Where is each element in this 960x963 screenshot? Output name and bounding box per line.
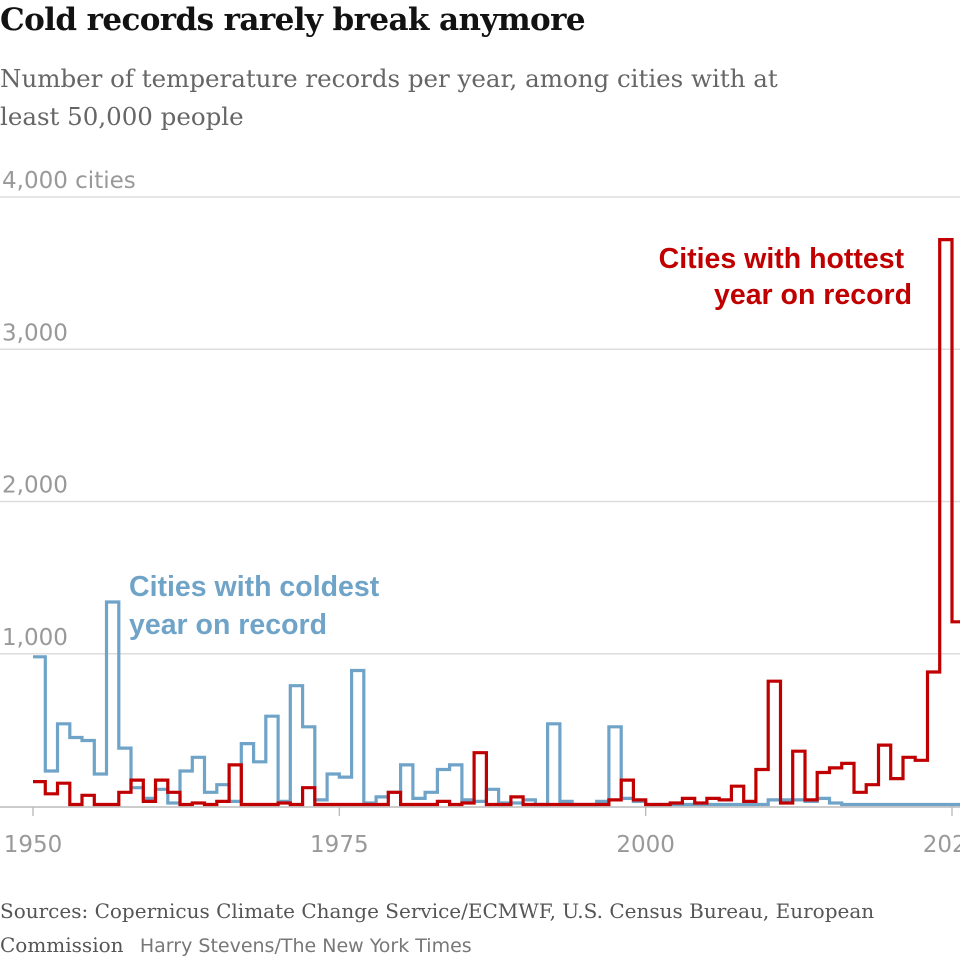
x-tick-label: 1975 bbox=[310, 832, 369, 858]
y-tick-label: 2,000 bbox=[2, 473, 68, 499]
x-tick-label: 1950 bbox=[4, 832, 63, 858]
y-tick-label: 3,000 bbox=[2, 320, 68, 346]
x-axis-ticks: 1950 1975 2000 2025 bbox=[4, 807, 960, 858]
cold-series-label: Cities with coldest year on record bbox=[129, 571, 387, 641]
chart-title: Cold records rarely break anymore bbox=[0, 2, 586, 38]
cold-series-label-line1: Cities with coldest bbox=[129, 571, 380, 603]
sources-note: Sources: Copernicus Climate Change Servi… bbox=[0, 894, 920, 963]
y-tick-label: 1,000 bbox=[2, 625, 68, 651]
sources-text: Sources: Copernicus Climate Change Servi… bbox=[0, 899, 875, 957]
y-tick-label: 4,000 cities bbox=[2, 168, 136, 194]
hot-records-line bbox=[33, 238, 960, 807]
temperature-records-chart: 1,000 2,000 3,000 4,000 cities 1950 1975 2000… bbox=[0, 168, 960, 858]
gridlines bbox=[0, 196, 960, 808]
series-lines bbox=[33, 238, 960, 807]
x-tick-label: 2025 bbox=[923, 832, 960, 858]
credit-line: Harry Stevens/The New York Times bbox=[139, 935, 472, 957]
y-axis-ticks: 1,000 2,000 3,000 4,000 cities bbox=[2, 168, 136, 651]
chart-subtitle: Number of temperature records per year, … bbox=[0, 64, 778, 131]
x-tick-label: 2000 bbox=[616, 832, 675, 858]
cold-series-label-line2: year on record bbox=[129, 609, 327, 641]
hot-series-label: Cities with hottest year on record bbox=[659, 243, 912, 311]
cold-records-line bbox=[33, 600, 960, 807]
hot-series-label-line1: Cities with hottest bbox=[659, 243, 905, 275]
hot-series-label-line2: year on record bbox=[714, 279, 912, 311]
